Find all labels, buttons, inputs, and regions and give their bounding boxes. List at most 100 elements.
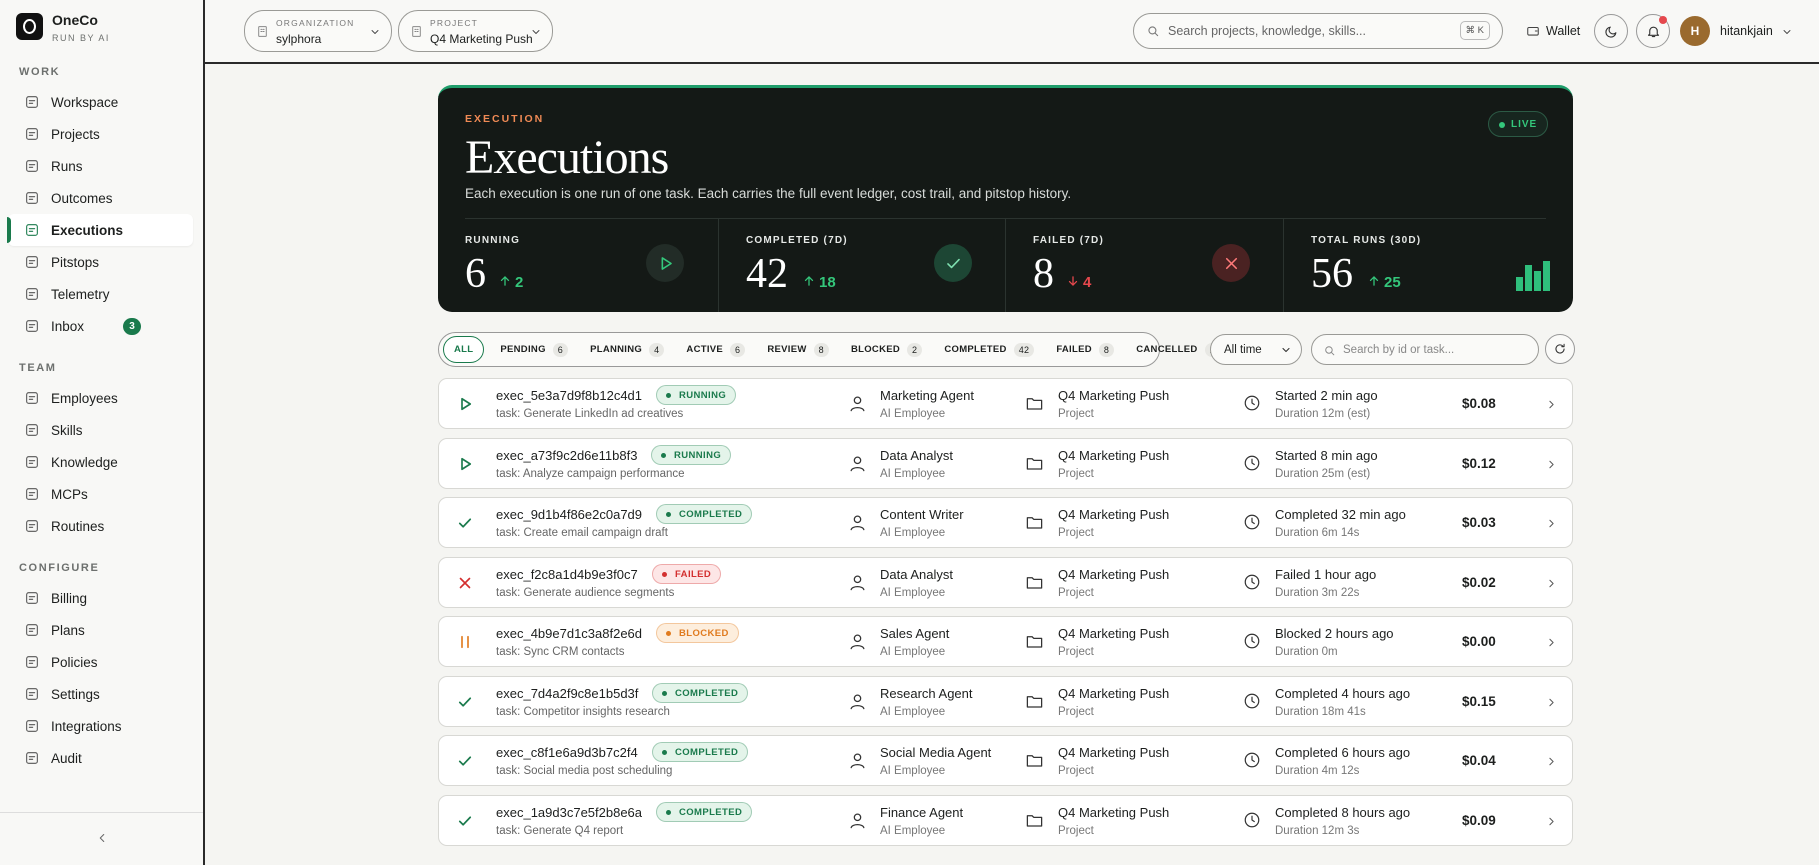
select-project[interactable]: PROJECT Q4 Marketing Push [398, 10, 553, 52]
stat-bar-icon [1516, 277, 1523, 291]
tab[interactable]: PLANNING 4 [580, 336, 674, 363]
stat: FAILED (7D) 8 4 [1005, 219, 1283, 312]
project-kind: Project [1058, 824, 1094, 837]
nav-item[interactable]: Outcomes [8, 182, 193, 214]
icon [26, 488, 38, 500]
tab[interactable]: PENDING 6 [490, 336, 578, 363]
execution-id: exec_f2c8a1d4b9e3f0c7 [496, 566, 638, 582]
bell-button[interactable] [1636, 14, 1670, 48]
nav-label: Routines [51, 518, 105, 534]
agent: Sales Agent [880, 626, 950, 641]
icon [26, 656, 38, 668]
icon [1225, 257, 1238, 270]
icon [458, 518, 472, 528]
logo-ring [23, 19, 36, 34]
stat-icon [646, 244, 684, 282]
nav-item[interactable]: Settings [8, 678, 193, 710]
stat-delta: 4 [1083, 274, 1092, 291]
nav-item[interactable]: Knowledge [8, 446, 193, 478]
task: task: Generate audience segments [496, 586, 675, 599]
username[interactable]: hitankjain [1720, 24, 1773, 38]
agent-role: AI Employee [880, 824, 946, 837]
nav-item[interactable]: Pitstops [8, 246, 193, 278]
icon [26, 456, 38, 468]
icon [26, 96, 38, 108]
status-pill: RUNNING [651, 444, 732, 465]
nav-label: Settings [51, 686, 100, 702]
nav-item[interactable]: Routines [8, 510, 193, 542]
icon [850, 515, 865, 531]
execution-row[interactable]: exec_9d1b4f86e2c0a7d9 COMPLETED task: Crea… [438, 497, 1573, 548]
wallet[interactable]: Wallet [1546, 24, 1581, 38]
nav-item[interactable]: Telemetry [8, 278, 193, 310]
divider [0, 812, 203, 813]
tab[interactable]: REVIEW 8 [757, 336, 839, 363]
filter-search-placeholder: Search by id or task... [1343, 344, 1455, 356]
active-bar [7, 217, 11, 243]
project-kind: Project [1058, 705, 1094, 718]
execution-row[interactable]: exec_7d4a2f9c8e1b5d3f COMPLETED task: Comp… [438, 675, 1573, 727]
project-kind: Project [1058, 527, 1094, 539]
execution-row[interactable]: exec_a73f9c2d6e11b8f3 RUNNING task: Analyz… [438, 437, 1573, 489]
icon [1369, 276, 1379, 286]
tab[interactable]: FAILED 8 [1046, 336, 1124, 363]
brand-name: OneCo [52, 12, 98, 28]
icon [1244, 633, 1260, 649]
agent-role: AI Employee [880, 527, 946, 539]
hero-subtitle: Each execution is one run of one task. E… [465, 186, 1072, 201]
nav-item[interactable]: Integrations [8, 710, 193, 742]
tab[interactable]: ALL [443, 336, 485, 363]
execution-id: exec_c8f1e6a9d3b7c2f4 [496, 745, 638, 760]
nav-item[interactable]: Inbox 3 [8, 310, 193, 342]
select-organization[interactable]: ORGANIZATION sylphora [244, 10, 392, 52]
nav-label: Audit [51, 750, 82, 766]
stat-icon [934, 244, 972, 282]
tab[interactable]: ACTIVE 6 [676, 336, 755, 363]
project: Q4 Marketing Push [1058, 388, 1170, 403]
refresh[interactable] [1545, 334, 1575, 364]
nav-item[interactable]: Projects [8, 118, 193, 150]
tab[interactable]: COMPLETED 42 [934, 336, 1044, 363]
search[interactable]: Search projects, knowledge, skills... ⌘ K [1133, 13, 1503, 49]
nav-item[interactable]: MCPs [8, 478, 193, 510]
execution-row[interactable]: exec_c8f1e6a9d3b7c2f4 COMPLETED task: Soci… [438, 735, 1573, 786]
nav-item[interactable]: Audit [8, 742, 193, 774]
tab[interactable]: BLOCKED 2 [841, 336, 932, 363]
nav-badge: 3 [123, 318, 141, 335]
icon [412, 26, 421, 37]
cost: $0.04 [1462, 753, 1496, 768]
tab-count: 2 [907, 342, 923, 357]
execution-id: exec_7d4a2f9c8e1b5d3f [496, 685, 639, 701]
nav-item[interactable]: Executions [7, 214, 193, 246]
execution-row[interactable]: exec_f2c8a1d4b9e3f0c7 FAILED task: Generat… [438, 556, 1573, 608]
nav-label: Plans [51, 622, 85, 638]
nav-item[interactable]: Billing [8, 582, 193, 614]
icon [1026, 576, 1043, 589]
avatar[interactable]: H [1680, 16, 1710, 46]
nav-item[interactable]: Runs [8, 150, 193, 182]
stat-label: RUNNING [465, 235, 521, 246]
icon [532, 30, 540, 34]
stat-value: 8 [1033, 251, 1054, 297]
execution-row[interactable]: exec_4b9e7d1c3a8f2e6d BLOCKED task: Sync C… [438, 616, 1573, 667]
live-dot [1499, 122, 1505, 128]
moon-button[interactable] [1594, 14, 1628, 48]
nav-label: Inbox [51, 318, 85, 334]
icon [26, 392, 38, 404]
cost: $0.09 [1462, 812, 1496, 828]
icon [1605, 26, 1617, 38]
execution-row[interactable]: exec_5e3a7d9f8b12c4d1 RUNNING task: Genera… [438, 378, 1573, 429]
icon [26, 592, 38, 604]
time-select[interactable]: All time [1210, 334, 1302, 365]
status-pill: COMPLETED [656, 504, 753, 524]
filter-search[interactable]: Search by id or task... [1311, 334, 1539, 365]
nav-item[interactable]: Workspace [8, 86, 193, 118]
tab-label: PLANNING [590, 344, 643, 355]
stat-delta: 2 [515, 274, 524, 291]
nav-item[interactable]: Plans [8, 614, 193, 646]
nav-item[interactable]: Policies [8, 646, 193, 678]
agent: Marketing Agent [880, 388, 974, 403]
nav-item[interactable]: Employees [8, 382, 193, 414]
execution-row[interactable]: exec_1a9d3c7e5f2b8e6a COMPLETED task: Gene… [438, 794, 1573, 846]
nav-item[interactable]: Skills [8, 414, 193, 446]
